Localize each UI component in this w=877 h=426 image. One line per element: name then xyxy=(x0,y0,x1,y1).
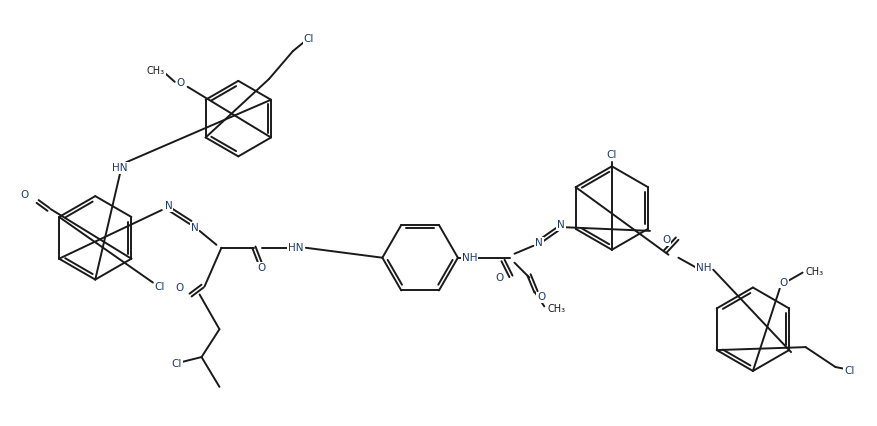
Text: N: N xyxy=(557,220,565,230)
Text: N: N xyxy=(165,201,173,211)
Text: Cl: Cl xyxy=(172,359,182,369)
Text: O: O xyxy=(20,190,29,200)
Text: Cl: Cl xyxy=(303,34,314,44)
Text: Cl: Cl xyxy=(607,150,617,160)
Text: CH₃: CH₃ xyxy=(146,66,165,76)
Text: N: N xyxy=(190,223,198,233)
Text: N: N xyxy=(536,238,543,248)
Text: O: O xyxy=(538,292,545,302)
Text: Cl: Cl xyxy=(154,282,165,291)
Text: HN: HN xyxy=(289,243,303,253)
Text: O: O xyxy=(780,278,788,288)
Text: O: O xyxy=(496,273,503,282)
Text: O: O xyxy=(662,235,671,245)
Text: HN: HN xyxy=(112,163,128,173)
Text: O: O xyxy=(175,282,184,293)
Text: CH₃: CH₃ xyxy=(806,267,824,276)
Text: NH: NH xyxy=(462,253,478,263)
Text: NH: NH xyxy=(695,263,711,273)
Text: CH₃: CH₃ xyxy=(547,304,566,314)
Text: O: O xyxy=(176,78,185,88)
Text: O: O xyxy=(257,263,265,273)
Text: Cl: Cl xyxy=(845,366,854,376)
